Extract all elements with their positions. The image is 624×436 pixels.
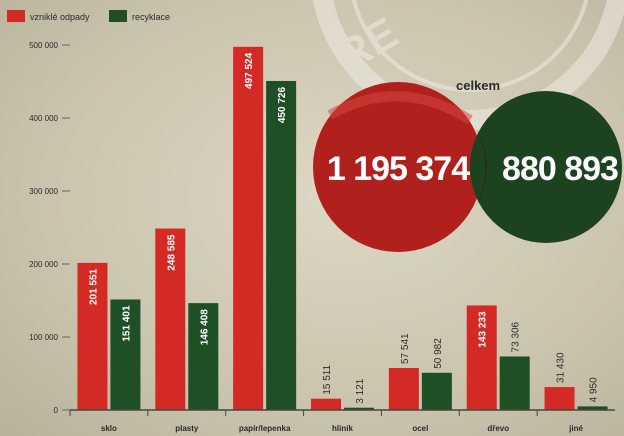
y-tick-label: 300 000 (29, 187, 58, 196)
x-tick-label: plasty (175, 424, 199, 433)
bar-recyklace (344, 407, 374, 410)
y-tick-label: 200 000 (29, 260, 58, 269)
bar-vznikle (311, 398, 341, 410)
bar-value-label: 3 121 (355, 378, 366, 403)
y-tick-label: 400 000 (29, 114, 58, 123)
x-tick-label: hliník (332, 424, 353, 433)
bar-value-label: 143 233 (478, 311, 489, 348)
total-circle-red (313, 82, 483, 252)
totals: celkem 1 195 374 880 893 (313, 78, 622, 252)
bar-recyklace (188, 303, 219, 410)
total-value-vznikle: 1 195 374 (327, 150, 470, 188)
total-circle-highlight (327, 91, 473, 125)
bar-vznikle (388, 367, 419, 410)
x-tick-label: sklo (101, 424, 117, 433)
bar-value-label: 50 982 (433, 338, 444, 369)
bar-recyklace (499, 356, 530, 410)
legend: vzniklé odpady recyklace (7, 10, 170, 22)
total-value-recyklace: 880 893 (502, 150, 618, 188)
x-tick-label: dřevo (487, 424, 509, 433)
stamp-text: RE (329, 8, 406, 81)
bar-value-label: 201 551 (88, 268, 99, 305)
bar-vznikle (466, 305, 497, 410)
bars: 201 551 151 401 248 585 146 408 497 524 450 7… (77, 46, 608, 410)
y-tick-label: 500 000 (29, 41, 58, 50)
legend-swatch-green (109, 10, 127, 22)
legend-swatch-red (7, 10, 25, 22)
bar-vznikle (233, 46, 264, 410)
legend-label-green: recyklace (132, 12, 170, 22)
y-tick-label: 100 000 (29, 333, 58, 342)
bar-value-label: 248 585 (166, 234, 177, 271)
x-tick-label: jiné (568, 424, 583, 433)
bar-value-label: 73 306 (511, 321, 522, 352)
bar-value-label: 31 430 (556, 352, 567, 383)
x-tick-label: papír/lepenka (239, 424, 291, 433)
bar-recyklace (577, 406, 608, 410)
total-circle-green (470, 91, 622, 243)
x-tick-label: ocel (412, 424, 428, 433)
y-tick-label: 0 (54, 406, 59, 415)
bar-vznikle (544, 387, 575, 410)
bar-value-label: 450 726 (277, 87, 288, 124)
bar-vznikle (77, 262, 108, 410)
bar-value-label: 146 408 (199, 309, 210, 346)
bar-vznikle (155, 228, 186, 410)
y-axis: 0 100 000 200 000 300 000 400 000 500 000 (29, 41, 70, 415)
bar-recyklace (266, 80, 297, 410)
bar-value-label: 151 401 (121, 305, 132, 342)
bar-recyklace (421, 372, 452, 410)
bar-value-label: 57 541 (400, 333, 411, 364)
totals-label: celkem (456, 78, 500, 93)
bar-recyklace (110, 299, 141, 410)
bar-value-label: 15 511 (322, 364, 333, 394)
total-circle-overlap (476, 128, 487, 206)
bar-value-label: 4 950 (589, 377, 600, 402)
bar-value-label: 497 524 (244, 52, 255, 89)
x-axis: sklo plasty papír/lepenka hliník ocel dřevo ji… (69, 409, 615, 433)
legend-label-red: vzniklé odpady (30, 12, 90, 22)
